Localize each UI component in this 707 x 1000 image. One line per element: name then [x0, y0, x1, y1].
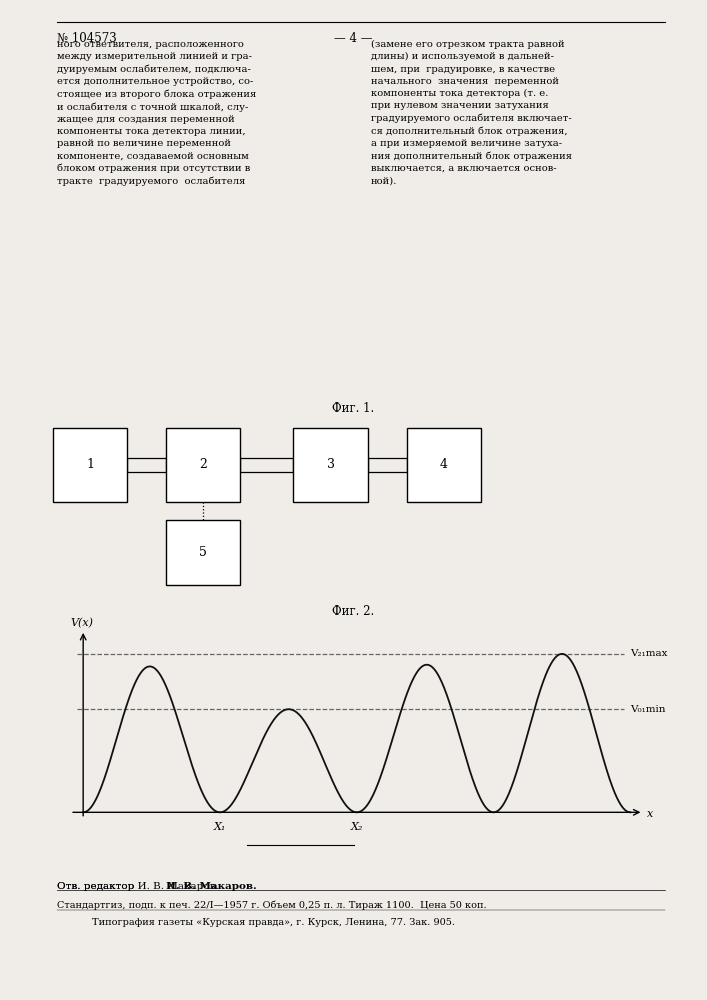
Text: 4: 4: [440, 458, 448, 472]
Text: № 104573: № 104573: [57, 32, 117, 45]
Text: X₂: X₂: [351, 822, 363, 832]
Bar: [53, 428, 127, 502]
Text: V₀₁min: V₀₁min: [631, 705, 666, 714]
Text: Отв. редактор И. В. Макаров.: Отв. редактор И. В. Макаров.: [57, 882, 218, 891]
Text: 1: 1: [86, 458, 94, 472]
Text: Отв. редактор: Отв. редактор: [57, 882, 137, 891]
Bar: [166, 428, 240, 502]
Bar: [407, 428, 481, 502]
Text: — 4 —: — 4 —: [334, 32, 373, 45]
Bar: [166, 520, 240, 585]
Text: 5: 5: [199, 546, 207, 559]
Text: x: x: [648, 809, 653, 819]
Text: Фиг. 1.: Фиг. 1.: [332, 402, 375, 415]
Text: Стандартгиз, подп. к печ. 22/I—1957 г. Объем 0,25 п. л. Тираж 1100.  Цена 50 коп: Стандартгиз, подп. к печ. 22/I—1957 г. О…: [57, 900, 486, 910]
Text: И. В. Макаров.: И. В. Макаров.: [166, 882, 257, 891]
Text: (замене его отрезком тракта равной
длины) и используемой в дальней-
шем, при  гр: (замене его отрезком тракта равной длины…: [371, 40, 572, 185]
Text: V(x): V(x): [70, 618, 93, 628]
Text: Типография газеты «Курская правда», г. Курск, Ленина, 77. Зак. 905.: Типография газеты «Курская правда», г. К…: [92, 918, 455, 927]
Text: 2: 2: [199, 458, 207, 472]
Text: V₂₁max: V₂₁max: [631, 649, 668, 658]
Bar: [293, 428, 368, 502]
Text: X₁: X₁: [214, 822, 226, 832]
Text: 3: 3: [327, 458, 334, 472]
Text: ного ответвителя, расположенного
между измерительной линией и гра-
дуируемым осл: ного ответвителя, расположенного между и…: [57, 40, 256, 186]
Text: Фиг. 2.: Фиг. 2.: [332, 605, 375, 618]
